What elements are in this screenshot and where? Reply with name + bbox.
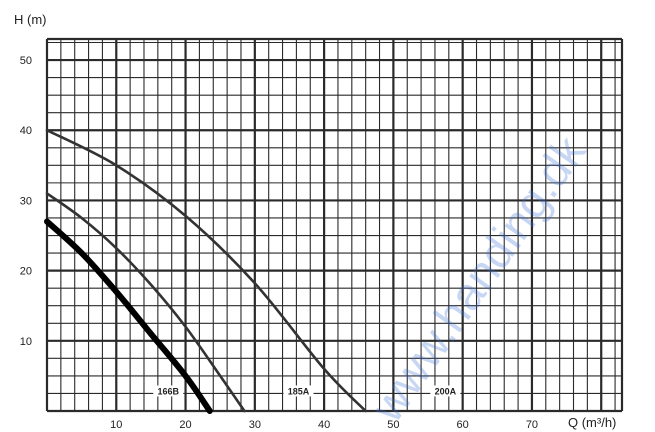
y-tick-label: 30 [20,195,32,207]
x-tick-label: 30 [249,419,261,431]
curve-labels: 166B 185A 200A [153,385,461,397]
series-label: 185A [288,386,310,396]
y-tick-label: 50 [20,55,32,67]
series-label: 200A [435,386,457,396]
series-line-185a [45,192,246,413]
series-line-200a [45,128,367,413]
x-axis-title: Q (m³/h) [568,415,616,430]
axis-ticks: 10 20 30 40 50 60 70 10 20 30 40 50 [20,55,538,431]
series-label-bg [153,385,184,397]
y-tick-label: 20 [20,266,32,278]
x-tick-label: 20 [179,419,191,431]
x-tick-label: 60 [457,419,469,431]
series-label-bg [430,385,461,397]
series-label-bg [283,385,314,397]
grid [45,37,624,413]
y-axis-title: H (m) [14,12,47,27]
series-label: 166B [157,386,179,396]
series-line-166b [44,218,213,414]
x-tick-label: 70 [526,419,538,431]
y-tick-label: 40 [20,125,32,137]
x-tick-label: 10 [110,419,122,431]
x-tick-label: 50 [387,419,399,431]
y-tick-label: 10 [20,336,32,348]
series-layer [44,128,367,414]
x-tick-label: 40 [318,419,330,431]
